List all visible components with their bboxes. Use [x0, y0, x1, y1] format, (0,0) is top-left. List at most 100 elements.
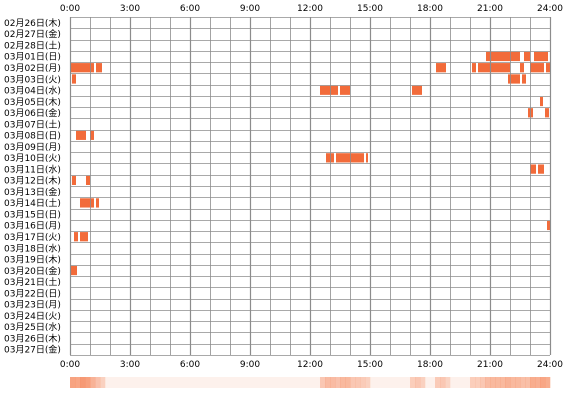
density-cell [480, 377, 486, 388]
row-label: 03月22日(日) [4, 288, 61, 299]
activity-bar [74, 232, 78, 242]
row-label: 03月27日(金) [4, 344, 61, 356]
density-cell [520, 377, 526, 388]
density-cell [365, 377, 371, 388]
density-cell [500, 377, 506, 388]
activity-bar [534, 51, 548, 62]
top-time-axis: 0:00 3:00 6:00 9:00 12:00 15:00 18:00 21:00 24:0… [60, 4, 563, 14]
activity-bar [412, 85, 422, 95]
time-tick-label: 24:00 [537, 4, 563, 14]
density-cell [355, 377, 361, 388]
row-label: 03月23日(月) [4, 300, 61, 311]
bottom-time-axis: 0:00 3:00 6:00 9:00 12:00 15:00 18:00 21:00 24:0… [60, 360, 563, 370]
activity-bar [540, 96, 543, 107]
activity-bar [70, 63, 94, 73]
density-cell [360, 377, 366, 388]
time-tick-label: 9:00 [240, 360, 260, 370]
density-cell [345, 377, 351, 388]
row-label: 03月15日(日) [4, 209, 61, 220]
density-cell [445, 377, 451, 388]
row-label: 03月02日(月) [4, 63, 61, 74]
activity-bar [96, 63, 102, 73]
activity-bar [76, 130, 86, 140]
activity-bar [530, 63, 544, 73]
activity-bar [508, 74, 520, 84]
density-cell [510, 377, 516, 388]
time-tick-label: 24:00 [537, 360, 563, 370]
activity-bar [90, 130, 94, 140]
activity-bar [472, 63, 476, 73]
time-tick-label: 18:00 [417, 4, 443, 14]
row-label: 02月26日(木) [4, 17, 61, 29]
row-label: 03月10日(火) [4, 153, 61, 164]
activity-bar [538, 164, 544, 174]
activity-bar [545, 108, 549, 118]
density-cell [335, 377, 341, 388]
row-label: 03月25日(水) [4, 321, 61, 333]
row-label: 03月26日(木) [4, 332, 61, 344]
activity-bar [340, 85, 350, 95]
time-tick-label: 18:00 [417, 360, 443, 370]
row-label: 03月21日(土) [4, 276, 61, 288]
density-strip-background [70, 377, 550, 388]
time-tick-label: 6:00 [180, 4, 200, 14]
activity-bar [478, 63, 510, 73]
density-cell [90, 377, 96, 388]
time-tick-label: 6:00 [180, 360, 200, 370]
time-tick-label: 15:00 [357, 360, 383, 370]
row-label: 03月14日(土) [4, 197, 61, 209]
activity-bar [80, 198, 94, 208]
time-tick-label: 3:00 [120, 4, 140, 14]
density-cell [320, 377, 326, 388]
density-cell [485, 377, 491, 388]
density-cell [475, 377, 481, 388]
time-tick-label: 0:00 [60, 4, 80, 14]
activity-bar [72, 175, 76, 185]
time-tick-label: 0:00 [60, 360, 80, 370]
activity-bar [520, 63, 524, 73]
grid-layer [69, 17, 552, 356]
time-tick-label: 9:00 [240, 4, 260, 14]
activity-layer [70, 51, 550, 276]
row-label: 03月18日(水) [4, 242, 61, 254]
activity-bar [336, 153, 364, 163]
activity-bar [524, 51, 530, 62]
density-cell [530, 377, 536, 388]
activity-bar [522, 74, 526, 84]
density-cell [525, 377, 531, 388]
activity-bar [326, 153, 334, 163]
density-strip [70, 377, 551, 388]
activity-bar [546, 63, 550, 73]
density-cell [325, 377, 331, 388]
density-cell [495, 377, 501, 388]
row-label: 03月12日(木) [4, 175, 61, 187]
activity-bar [70, 265, 77, 276]
activity-bar [547, 220, 550, 231]
row-label: 03月03日(火) [4, 74, 61, 85]
density-cell [340, 377, 346, 388]
time-tick-label: 12:00 [297, 4, 323, 14]
row-label: 03月24日(火) [4, 311, 61, 322]
time-tick-label: 21:00 [477, 360, 503, 370]
density-cell [415, 377, 421, 388]
density-cell [70, 377, 76, 388]
row-label: 03月17日(火) [4, 232, 61, 243]
row-label: 03月08日(日) [4, 131, 61, 142]
density-cell [330, 377, 336, 388]
density-cell [80, 377, 86, 388]
density-cell [490, 377, 496, 388]
activity-bar [72, 74, 76, 84]
density-cell [440, 377, 446, 388]
row-label: 02月28日(土) [4, 39, 61, 51]
density-cell [100, 377, 106, 388]
activity-bar [80, 232, 88, 242]
density-cell [535, 377, 541, 388]
density-cell [410, 377, 416, 388]
row-label: 02月27日(金) [4, 28, 61, 40]
density-cell [470, 377, 476, 388]
activity-bar [86, 175, 90, 185]
time-tick-label: 3:00 [120, 360, 140, 370]
row-label: 03月04日(水) [4, 85, 61, 97]
time-tick-label: 21:00 [477, 4, 503, 14]
